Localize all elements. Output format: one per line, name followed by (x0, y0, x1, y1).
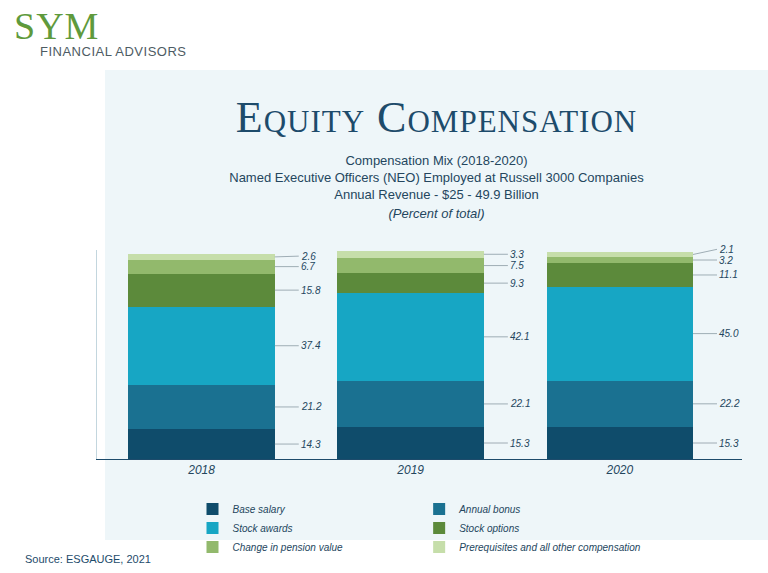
html-text:(Percent of total): (Percent of total) (388, 206, 485, 221)
svg-text:6.7: 6.7 (301, 261, 315, 272)
svg-text:14.3: 14.3 (301, 439, 321, 450)
svg-text:2020: 2020 (605, 463, 633, 477)
svg-text:Annual bonus: Annual bonus (458, 504, 520, 515)
svg-text:21.2: 21.2 (301, 401, 322, 412)
svg-text:45.0: 45.0 (719, 328, 739, 339)
svg-text:Stock awards: Stock awards (233, 523, 293, 534)
svg-text:2.1: 2.1 (719, 244, 734, 255)
html-text:Compensation Mix (2018-2020): Compensation Mix (2018-2020) (345, 153, 528, 168)
svg-text:42.1: 42.1 (510, 331, 529, 342)
svg-text:2018: 2018 (187, 463, 215, 477)
svg-text:7.5: 7.5 (510, 260, 524, 271)
svg-text:2019: 2019 (396, 463, 424, 477)
svg-text:22.2: 22.2 (719, 398, 740, 409)
svg-text:11.1: 11.1 (719, 269, 738, 280)
svg-text:15.3: 15.3 (510, 438, 530, 449)
svg-text:22.1: 22.1 (510, 398, 530, 409)
svg-text:15.3: 15.3 (719, 438, 739, 449)
svg-text:Change in pension value: Change in pension value (233, 542, 344, 553)
svg-text:Prerequisites and all other co: Prerequisites and all other compensation (459, 542, 641, 553)
html-text:Equity Compensation: Equity Compensation (235, 93, 638, 142)
html-text:Annual Revenue - $25 - 49.9 Bi: Annual Revenue - $25 - 49.9 Billion (334, 187, 539, 202)
svg-text:Base salary: Base salary (233, 504, 286, 515)
svg-text:15.8: 15.8 (301, 285, 321, 296)
html-text:Source: ESGAUGE, 2021: Source: ESGAUGE, 2021 (25, 553, 151, 565)
svg-text:3.2: 3.2 (719, 255, 733, 266)
svg-text:3.3: 3.3 (510, 249, 524, 260)
svg-text:37.4: 37.4 (301, 340, 321, 351)
svg-text:9.3: 9.3 (510, 278, 524, 289)
html-text:Named Executive Officers (NEO): Named Executive Officers (NEO) Employed … (229, 170, 644, 185)
svg-text:Stock options: Stock options (459, 523, 519, 534)
svg-text:2.6: 2.6 (301, 251, 316, 262)
html-text:SYM: SYM (14, 5, 100, 47)
html-text:FINANCIAL ADVISORS: FINANCIAL ADVISORS (40, 44, 187, 59)
